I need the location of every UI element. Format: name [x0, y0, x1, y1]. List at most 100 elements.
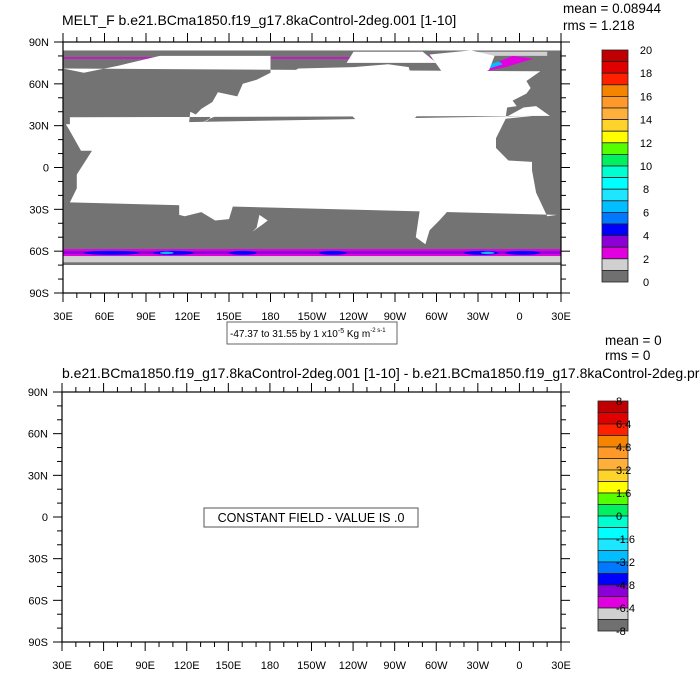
land-arctic_na — [346, 51, 437, 63]
y-tick-label: 0 — [43, 163, 49, 175]
colorbar-box — [601, 223, 629, 237]
info-label-box — [226, 321, 398, 345]
colorbar-box — [601, 130, 629, 144]
melt-max-patch — [152, 250, 195, 255]
land-newguinea — [202, 168, 229, 182]
colorbar-box — [601, 211, 629, 225]
mean-stat: mean = 0 — [605, 333, 662, 348]
colorbar-label: -8 — [616, 626, 626, 638]
colorbar-label: 16 — [640, 91, 652, 103]
x-tick-label: 120W — [339, 311, 368, 323]
x-tick-label: 150W — [298, 311, 327, 323]
info-label-unit-exp: -2 s-1 — [370, 328, 386, 334]
x-tick-label: 150W — [297, 660, 326, 672]
land-madagascar — [82, 185, 91, 203]
y-tick-label: 90N — [29, 37, 49, 49]
colorbar-box — [601, 246, 629, 260]
x-tick-label: 60E — [95, 311, 115, 323]
x-tick-label: 90W — [384, 311, 407, 323]
colorbar-label: 4.8 — [616, 442, 631, 454]
colorbar-box — [601, 269, 629, 283]
x-tick-label: 30W — [467, 660, 490, 672]
y-tick-label: 60N — [28, 429, 48, 441]
colorbar-box — [601, 258, 629, 271]
x-tick-label: 0 — [516, 311, 522, 323]
land-newzealand — [252, 214, 268, 232]
x-tick-label: 60E — [94, 660, 114, 672]
land-eurasia — [63, 55, 557, 167]
y-tick-label: 30N — [29, 121, 49, 133]
colorbar-label: 1.6 — [616, 488, 631, 500]
land-arctic-top — [63, 42, 561, 51]
colorbar-box — [601, 119, 629, 132]
melt-max-patch — [318, 250, 347, 255]
constant-field-label: CONSTANT FIELD - VALUE IS .0 — [218, 511, 405, 525]
colorbar-label: 2 — [643, 254, 649, 266]
colorbar-label: 0 — [643, 277, 649, 289]
rms-stat: rms = 0 — [605, 348, 650, 363]
colorbar-box — [597, 515, 629, 528]
colorbar-label: -3.2 — [616, 557, 635, 569]
info-label-unit: Kg m — [344, 329, 370, 340]
chart-title: MELT_F b.e21.BCma1850.f19_g17.8kaControl… — [62, 12, 456, 28]
colorbar-label: -4.8 — [616, 580, 635, 592]
land-borneo — [173, 157, 187, 174]
land-uk — [511, 86, 523, 98]
x-tick-label: 30E — [551, 311, 571, 323]
melt-max-patch — [159, 251, 174, 255]
x-tick-label: 90W — [383, 660, 406, 672]
mean-stat: mean = 0.08944 — [563, 1, 661, 16]
x-tick-label: 120W — [339, 660, 368, 672]
y-tick-label: 30N — [28, 470, 48, 482]
info-label-text: -47.37 to 31.55 by 1 x10 — [230, 329, 338, 340]
y-tick-label: 90N — [28, 387, 48, 399]
land-africa — [65, 115, 557, 217]
colorbar-label: 4 — [643, 231, 649, 243]
colorbar-box — [601, 96, 629, 109]
x-tick-label: 30E — [52, 660, 72, 672]
x-tick-label: 120E — [174, 660, 200, 672]
x-tick-label: 30E — [53, 311, 73, 323]
y-tick-label: 60S — [29, 246, 49, 258]
colorbar-box — [601, 200, 629, 213]
panel-1: 30E 60E 90E 120E 150E 180 150W 120W 90W 60W 30W 0 30… — [29, 1, 661, 345]
land-samerica — [407, 153, 472, 245]
colorbar-box — [597, 400, 629, 413]
colorbar-label: 10 — [640, 161, 652, 173]
y-tick-label: 0 — [42, 512, 48, 524]
southern-ocean-band — [63, 252, 561, 263]
x-tick-label: 180 — [261, 311, 279, 323]
map-field — [63, 42, 561, 293]
colorbar-box — [597, 504, 629, 517]
x-tick-label: 0 — [516, 660, 522, 672]
colorbar-label: 14 — [640, 115, 652, 127]
colorbar-label: 8 — [643, 184, 649, 196]
southern-ocean-band — [63, 251, 561, 254]
land-greenland — [429, 50, 495, 84]
y-tick-label: 30S — [29, 204, 49, 216]
colorbar-box — [601, 235, 629, 248]
x-tick-label: 90E — [135, 660, 155, 672]
y-tick-label: 60N — [29, 79, 49, 91]
x-tick-label: 30E — [551, 660, 571, 672]
x-tick-label: 90E — [136, 311, 156, 323]
constant-field-box — [203, 507, 419, 528]
x-tick-label: 120E — [175, 311, 201, 323]
land-namerica — [287, 64, 442, 157]
colorbar-box — [601, 84, 629, 97]
colorbar-box — [601, 107, 629, 121]
melt-max-patch — [505, 250, 541, 255]
colorbar-label: 6.4 — [616, 419, 631, 431]
colorbar-box — [601, 142, 629, 155]
x-tick-label: 150E — [216, 311, 242, 323]
colorbar-box — [601, 49, 629, 63]
colorbar-box — [601, 165, 629, 179]
land-sumatra — [152, 160, 169, 176]
colorbar-box — [601, 177, 629, 190]
colorbar-box — [601, 61, 629, 74]
land-japan — [201, 104, 218, 123]
colorbar-box — [601, 153, 629, 167]
x-tick-label: 180 — [261, 660, 279, 672]
x-tick-label: 60W — [425, 660, 448, 672]
colorbar-label: 18 — [640, 68, 652, 80]
